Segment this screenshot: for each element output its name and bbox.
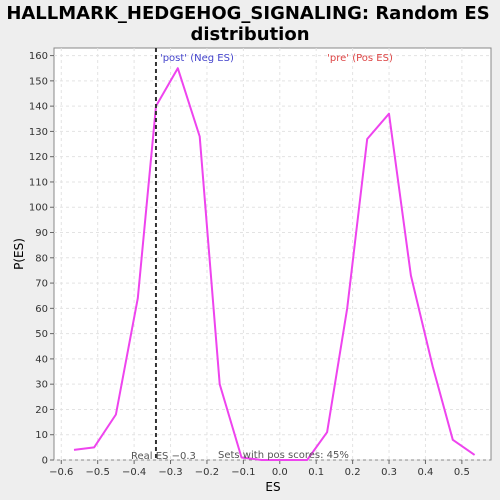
y-tick-label: 70 <box>35 279 48 290</box>
y-tick-label: 130 <box>29 127 48 138</box>
distribution-line <box>73 67 476 461</box>
y-tick-label: 10 <box>35 430 48 441</box>
x-tick-label: 0.5 <box>454 467 470 478</box>
x-tick-label: 0.2 <box>345 467 361 478</box>
y-tick-label: 0 <box>42 456 48 467</box>
y-axis: 0 10 20 30 40 50 60 70 80 90 100 110 120 130 140 150 160 <box>29 51 54 467</box>
y-tick-label: 100 <box>29 203 48 214</box>
chart-title-line-2: distribution <box>190 24 309 45</box>
x-tick-label: −0.4 <box>122 467 146 478</box>
y-tick-label: 60 <box>35 304 48 315</box>
y-tick-label: 90 <box>35 228 48 239</box>
series-layer <box>73 67 476 461</box>
pos-es-label: 'pre' (Pos ES) <box>327 53 393 64</box>
y-tick-label: 110 <box>29 177 48 188</box>
x-tick-label: −0.3 <box>158 467 182 478</box>
y-tick-label: 30 <box>35 380 48 391</box>
x-tick-label: 0.0 <box>272 467 288 478</box>
x-tick-label: −0.5 <box>86 467 110 478</box>
plot-area <box>53 47 492 461</box>
y-tick-label: 40 <box>35 354 48 365</box>
x-tick-label: 0.3 <box>381 467 397 478</box>
x-tick-label: 0.1 <box>308 467 324 478</box>
x-axis-label: ES <box>265 480 280 494</box>
grid-lines <box>54 48 491 461</box>
x-tick-label: −0.6 <box>49 467 73 478</box>
y-tick-label: 160 <box>29 51 48 62</box>
y-tick-label: 120 <box>29 152 48 163</box>
y-tick-label: 80 <box>35 253 48 264</box>
x-tick-label: −0.2 <box>195 467 219 478</box>
x-tick-label: 0.4 <box>417 467 433 478</box>
x-tick-label: −0.1 <box>231 467 255 478</box>
y-tick-label: 50 <box>35 329 48 340</box>
pos-scores-label: Sets with pos scores: 45% <box>218 450 349 461</box>
y-axis-label: P(ES) <box>12 238 26 270</box>
x-axis: −0.6 −0.5 −0.4 −0.3 −0.2 −0.1 0.0 0.1 0.2 0.3 0.4 0… <box>49 460 470 478</box>
neg-es-label: 'post' (Neg ES) <box>160 53 234 64</box>
y-tick-label: 150 <box>29 76 48 87</box>
chart-title-line-1: HALLMARK_HEDGEHOG_SIGNALING: Random ES <box>6 3 489 24</box>
y-tick-label: 20 <box>35 405 48 416</box>
real-es-label: Real ES −0.3 <box>131 451 196 462</box>
y-tick-label: 140 <box>29 102 48 113</box>
annotations-layer: 'post' (Neg ES) 'pre' (Pos ES) Real ES −0.… <box>131 48 393 462</box>
